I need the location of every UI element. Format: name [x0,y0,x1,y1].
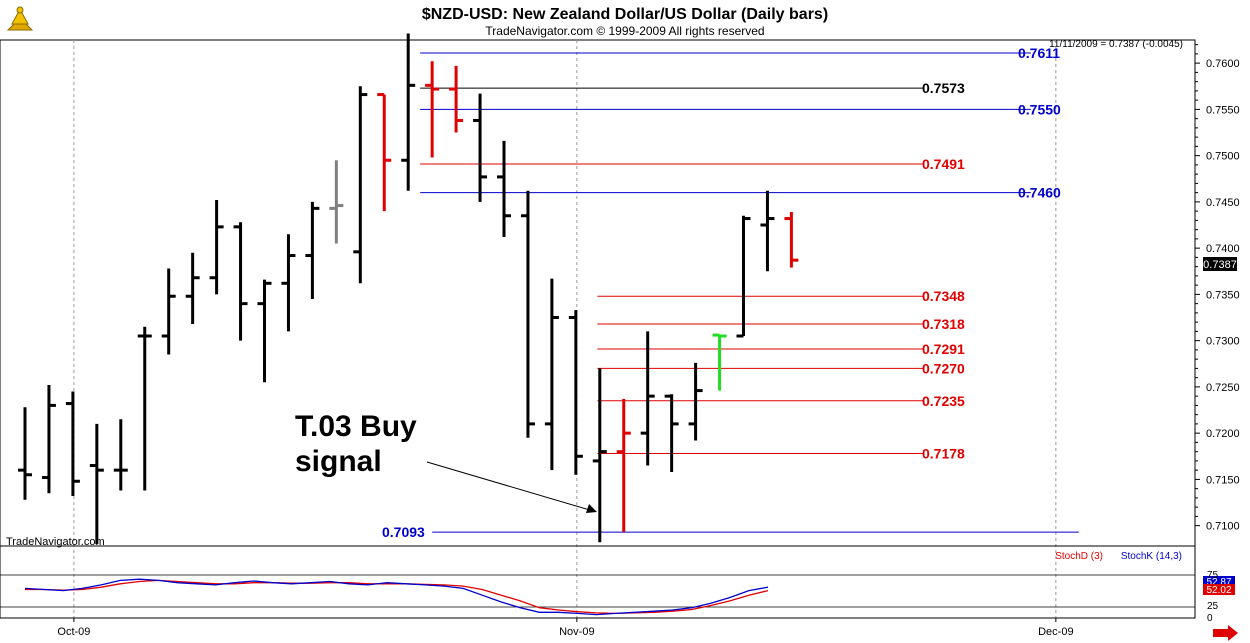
price-bar [209,200,224,295]
price-bar [616,398,631,533]
price-tick-label: 0.7350 [1206,289,1240,301]
stoch-lines [24,578,769,616]
price-tick-label: 0.7600 [1206,58,1240,70]
chart-title: $NZD-USD: New Zealand Dollar/US Dollar (… [422,6,828,23]
time-tick-label: Dec-09 [1038,626,1073,638]
stoch-d-line [25,579,769,615]
time-axis: Oct-09 Nov-09 Dec-09 [57,618,1074,638]
price-bar [473,93,488,202]
price-bars [18,33,799,545]
price-panel [0,39,1196,547]
price-bar [89,423,104,545]
price-tick-label: 0.7300 [1206,336,1240,348]
price-bar [688,362,703,441]
price-bar [520,190,535,438]
level-label: 0.7093 [382,524,425,540]
price-bar [401,33,416,191]
price-bar [449,65,464,133]
price-bar [305,201,320,300]
price-bar [664,394,679,472]
scroll-right-arrow-icon[interactable] [1213,625,1238,641]
price-tick-label: 0.7500 [1206,151,1240,163]
price-bar [353,86,368,284]
level-label: 0.7573 [922,80,965,96]
price-bar [497,140,511,238]
price-bar [113,419,128,491]
price-bar [65,391,80,497]
price-bar [736,215,751,338]
price-bar [568,310,583,475]
stoch-d-value-box [1203,584,1235,595]
annotation-line-1: T.03 Buy [295,410,417,443]
time-tick-label: Nov-09 [559,626,594,638]
level-label: 0.7348 [922,288,965,304]
price-tick-label: 0.7150 [1206,474,1240,486]
stoch-k-value-box [1203,576,1235,587]
price-bar [760,190,775,272]
price-bar [544,278,559,471]
stoch-d-value: 52.02 [1206,585,1231,596]
price-bar [712,333,727,391]
chart-subtitle: TradeNavigator.com © 1999-2009 All right… [485,24,764,38]
stoch-d-legend: StochD (3) [1055,551,1103,562]
price-tick-label: 0.7400 [1206,243,1240,255]
annotation-arrow [426,461,594,512]
price-bar [425,61,440,158]
stoch-k-legend: StochK (14,3) [1121,551,1182,562]
time-gridlines [73,40,1057,618]
level-label: 0.7291 [922,341,965,357]
stoch-panel [0,545,1196,619]
price-bar [161,268,176,355]
price-bar [41,385,56,494]
stoch-k-line [24,578,769,616]
price-axis: 0.7600 0.7550 0.7500 0.7450 0.7400 0.7350 0.73… [1195,44,1240,533]
level-label: 0.7318 [922,316,965,332]
last-price-box [1203,257,1237,271]
price-tick-label: 0.7200 [1206,428,1240,440]
price-tick-label: 0.7100 [1206,521,1240,533]
price-bar [18,407,32,500]
price-bar [592,368,607,543]
price-bar [233,222,248,341]
stoch-tick-0: 0 [1207,613,1213,624]
last-price-label: 0.7387 [1203,259,1237,271]
price-tick-label: 0.7250 [1206,382,1240,394]
price-bar [377,93,392,212]
watermark: TradeNavigator.com [6,536,105,548]
price-bar [185,252,200,324]
price-bar [257,279,272,383]
annotation-arrowhead [586,504,597,513]
price-bar [137,326,152,491]
price-tick-label: 0.7550 [1206,104,1240,116]
level-label: 0.7270 [922,360,965,376]
price-bar [281,234,296,332]
price-bar [784,212,799,268]
price-bar [329,160,344,244]
level-label: 0.7460 [1018,185,1061,201]
time-tick-label: Oct-09 [57,626,90,638]
level-label: 0.7611 [1018,45,1060,61]
stoch-tick-25: 25 [1207,601,1219,612]
level-lines: 0.7611 0.7573 0.7550 0.7491 0.7460 0.7348 0.73… [382,45,1079,540]
stoch-tick-75: 75 [1207,570,1219,581]
level-label: 0.7491 [922,156,965,172]
price-tick-label: 0.7450 [1206,197,1240,209]
quote-readout: 11/11/2009 = 0.7387 (-0.0045) [1049,39,1183,50]
logo-icon [6,6,34,31]
stoch-k-value: 52.87 [1206,577,1231,588]
level-label: 0.7550 [1018,101,1061,117]
annotation-line-2: signal [295,445,382,478]
level-label: 0.7235 [922,393,965,409]
price-bar [640,331,655,466]
level-label: 0.7178 [922,445,965,461]
